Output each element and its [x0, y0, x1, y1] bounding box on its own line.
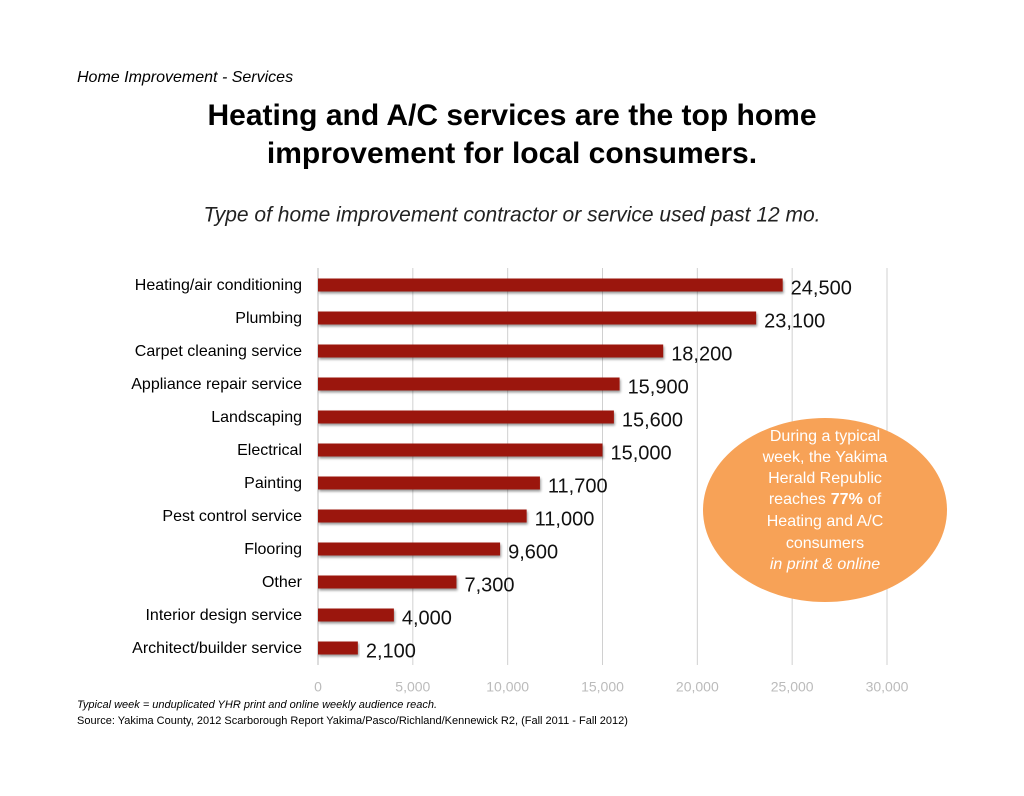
- callout-line: in print & online: [770, 556, 880, 573]
- y-tick-label: Interior design service: [145, 607, 302, 624]
- callout: During a typical week, the Yakima Herald…: [762, 428, 888, 573]
- bar: [318, 476, 540, 490]
- value-label: 9,600: [508, 541, 558, 563]
- bar: [318, 575, 457, 589]
- bar: [318, 311, 757, 325]
- bar: [318, 608, 394, 622]
- y-tick-label: Pest control service: [162, 508, 302, 525]
- x-tick-label: 0: [314, 679, 322, 695]
- value-label: 18,200: [671, 343, 732, 365]
- y-tick-label: Plumbing: [235, 310, 302, 327]
- bar: [318, 641, 358, 655]
- y-tick-label: Heating/air conditioning: [135, 277, 302, 294]
- value-label: 15,000: [611, 442, 672, 464]
- bar: [318, 377, 620, 391]
- bar: [318, 542, 501, 556]
- value-label: 11,000: [535, 508, 595, 530]
- title: Heating and A/C services are the top hom…: [207, 99, 816, 132]
- value-label: 4,000: [402, 607, 452, 629]
- title: improvement for local consumers.: [267, 137, 757, 170]
- bar: [318, 344, 664, 358]
- bar: [318, 278, 783, 292]
- x-tick-label: 5,000: [395, 679, 430, 695]
- x-tick-label: 25,000: [771, 679, 814, 695]
- x-tick-label: 10,000: [486, 679, 529, 695]
- source: Source: Yakima County, 2012 Scarborough …: [77, 715, 628, 727]
- callout-word: of: [868, 491, 882, 508]
- callout-line: During a typical: [770, 428, 880, 445]
- value-label: 7,300: [464, 574, 514, 596]
- x-tick-label: 30,000: [866, 679, 909, 695]
- callout-line: reaches 77% of: [769, 491, 882, 508]
- value-label: 11,700: [548, 475, 608, 497]
- bar: [318, 410, 614, 424]
- y-tick-label: Landscaping: [211, 409, 302, 426]
- callout-line: week, the Yakima: [762, 449, 888, 466]
- callout-word: reaches: [769, 491, 826, 508]
- x-tick-label: 15,000: [581, 679, 624, 695]
- x-tick-label: 20,000: [676, 679, 719, 695]
- callout-line: consumers: [786, 535, 864, 552]
- y-tick-label: Architect/builder service: [132, 640, 302, 657]
- callout-highlight: 77%: [831, 491, 863, 508]
- y-tick-label: Carpet cleaning service: [135, 343, 302, 360]
- value-label: 15,600: [622, 409, 683, 431]
- bar: [318, 443, 603, 457]
- footnote: Typical week = unduplicated YHR print an…: [77, 699, 437, 711]
- y-tick-label: Painting: [244, 475, 302, 492]
- callout-line: Herald Republic: [768, 470, 882, 487]
- value-label: 2,100: [366, 640, 416, 662]
- y-tick-label: Flooring: [244, 541, 302, 558]
- y-tick-label: Other: [262, 574, 303, 591]
- value-label: 23,100: [764, 310, 825, 332]
- value-label: 15,900: [628, 376, 689, 398]
- bar: [318, 509, 527, 523]
- y-tick-label: Electrical: [237, 442, 302, 459]
- subtitle: Type of home improvement contractor or s…: [203, 204, 820, 227]
- callout-bubble: [703, 418, 947, 602]
- y-tick-label: Appliance repair service: [131, 376, 302, 393]
- supertitle: Home Improvement - Services: [77, 69, 293, 86]
- callout-line: Heating and A/C: [767, 513, 884, 530]
- value-label: 24,500: [791, 277, 852, 299]
